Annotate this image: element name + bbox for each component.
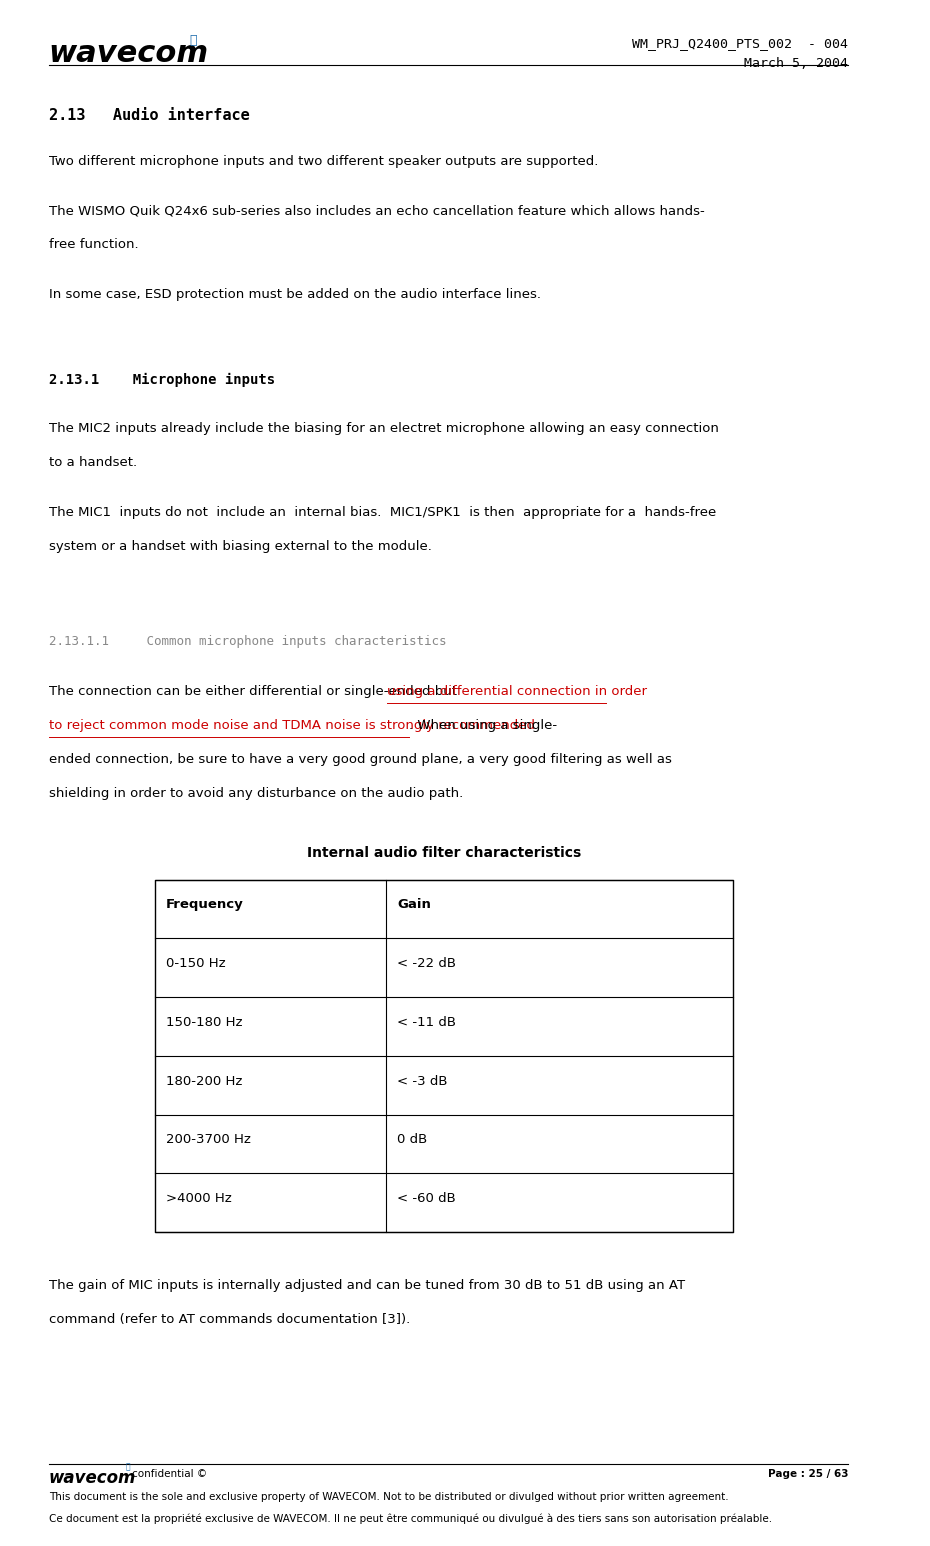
Text: Gain: Gain <box>397 898 431 912</box>
Text: . When using a single-: . When using a single- <box>409 719 557 731</box>
Text: Internal audio filter characteristics: Internal audio filter characteristics <box>307 846 581 860</box>
Text: < -22 dB: < -22 dB <box>397 957 456 971</box>
Text: In some case, ESD protection must be added on the audio interface lines.: In some case, ESD protection must be add… <box>49 288 541 300</box>
Text: Page : 25 / 63: Page : 25 / 63 <box>767 1469 848 1478</box>
Text: Frequency: Frequency <box>166 898 244 912</box>
Text: shielding in order to avoid any disturbance on the audio path.: shielding in order to avoid any disturba… <box>49 787 463 799</box>
Text: wavecom: wavecom <box>49 1469 136 1487</box>
Text: The connection can be either differential or single-ended but: The connection can be either differentia… <box>49 685 461 697</box>
Text: wavecom: wavecom <box>49 39 209 68</box>
Text: ⓦ: ⓦ <box>126 1463 130 1472</box>
Text: ⓦ: ⓦ <box>189 34 196 46</box>
Text: The gain of MIC inputs is internally adjusted and can be tuned from 30 dB to 51 : The gain of MIC inputs is internally adj… <box>49 1279 685 1291</box>
Bar <box>155 880 733 1232</box>
Text: to a handset.: to a handset. <box>49 456 137 468</box>
Text: WM_PRJ_Q2400_PTS_002  - 004: WM_PRJ_Q2400_PTS_002 - 004 <box>632 37 848 49</box>
Text: 2.13.1    Microphone inputs: 2.13.1 Microphone inputs <box>49 373 275 386</box>
Text: Two different microphone inputs and two different speaker outputs are supported.: Two different microphone inputs and two … <box>49 155 598 167</box>
Text: < -60 dB: < -60 dB <box>397 1192 456 1206</box>
Text: to reject common mode noise and TDMA noise is strongly recommended: to reject common mode noise and TDMA noi… <box>49 719 535 731</box>
Text: < -11 dB: < -11 dB <box>397 1016 456 1030</box>
Text: command (refer to AT commands documentation [3]).: command (refer to AT commands documentat… <box>49 1313 410 1325</box>
Text: >4000 Hz: >4000 Hz <box>166 1192 232 1206</box>
Text: 0-150 Hz: 0-150 Hz <box>166 957 226 971</box>
Text: This document is the sole and exclusive property of WAVECOM. Not to be distribut: This document is the sole and exclusive … <box>49 1492 728 1501</box>
Text: The WISMO Quik Q24x6 sub-series also includes an echo cancellation feature which: The WISMO Quik Q24x6 sub-series also inc… <box>49 204 705 216</box>
Text: 180-200 Hz: 180-200 Hz <box>166 1074 243 1088</box>
Text: 2.13   Audio interface: 2.13 Audio interface <box>49 108 249 124</box>
Text: confidential ©: confidential © <box>132 1469 207 1478</box>
Text: Ce document est la propriété exclusive de WAVECOM. Il ne peut être communiqué ou: Ce document est la propriété exclusive d… <box>49 1514 772 1524</box>
Text: The MIC1  inputs do not  include an  internal bias.  MIC1/SPK1  is then  appropr: The MIC1 inputs do not include an intern… <box>49 506 716 518</box>
Text: 0 dB: 0 dB <box>397 1133 427 1147</box>
Text: 2.13.1.1     Common microphone inputs characteristics: 2.13.1.1 Common microphone inputs charac… <box>49 635 446 648</box>
Text: 200-3700 Hz: 200-3700 Hz <box>166 1133 251 1147</box>
Text: The MIC2 inputs already include the biasing for an electret microphone allowing : The MIC2 inputs already include the bias… <box>49 422 719 434</box>
Text: using a differential connection in order: using a differential connection in order <box>388 685 647 697</box>
Text: ended connection, be sure to have a very good ground plane, a very good filterin: ended connection, be sure to have a very… <box>49 753 671 765</box>
Text: 150-180 Hz: 150-180 Hz <box>166 1016 243 1030</box>
Text: free function.: free function. <box>49 238 139 250</box>
Text: March 5, 2004: March 5, 2004 <box>744 57 848 70</box>
Text: < -3 dB: < -3 dB <box>397 1074 447 1088</box>
Text: system or a handset with biasing external to the module.: system or a handset with biasing externa… <box>49 540 432 552</box>
